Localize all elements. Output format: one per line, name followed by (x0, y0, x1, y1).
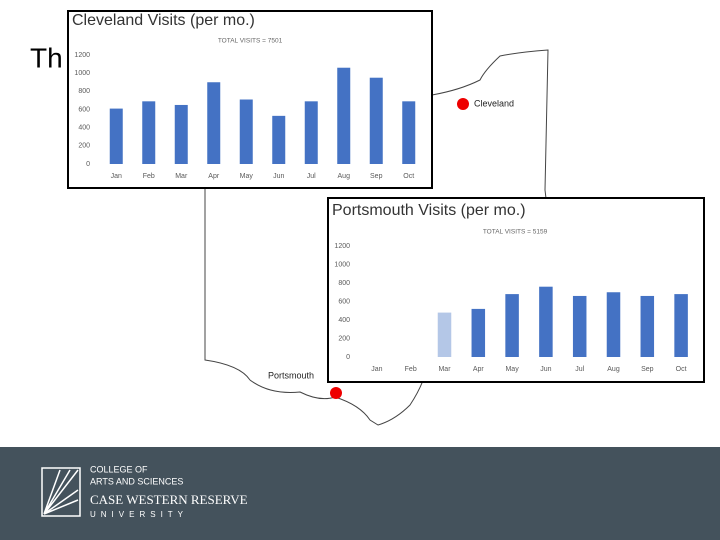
chart-subtitle: TOTAL VISITS = 7501 (218, 38, 283, 45)
y-tick-label: 1200 (74, 52, 90, 59)
x-tick-label: Apr (473, 366, 485, 373)
bar (471, 308, 486, 357)
footer-text: CASE WESTERN RESERVE (90, 492, 248, 507)
bar (539, 286, 553, 357)
logo-icon (41, 467, 81, 517)
x-tick-label: Jul (307, 173, 316, 180)
bar (109, 108, 123, 164)
city-dot (457, 98, 469, 110)
bar (437, 312, 452, 357)
x-tick-label: Feb (405, 366, 417, 373)
x-tick-label: Jun (273, 173, 284, 180)
slide-title: Th (30, 42, 63, 73)
bar (505, 294, 519, 357)
chart-title: Cleveland Visits (per mo.) (72, 12, 255, 29)
bar (674, 294, 688, 357)
y-tick-label: 0 (346, 354, 350, 361)
x-tick-label: Sep (641, 366, 654, 373)
bar (337, 67, 351, 164)
y-tick-label: 1000 (334, 261, 350, 268)
y-tick-label: 600 (338, 298, 350, 305)
x-tick-label: Oct (403, 173, 414, 180)
x-tick-label: Oct (676, 366, 687, 373)
bar (174, 104, 188, 164)
x-tick-label: Jun (540, 366, 551, 373)
y-tick-label: 600 (78, 106, 90, 113)
x-tick-label: Jan (371, 366, 382, 373)
bar (572, 295, 587, 357)
y-tick-label: 400 (78, 125, 90, 132)
city-label: Portsmouth (268, 370, 314, 380)
bar (640, 295, 655, 357)
x-tick-label: Aug (607, 366, 620, 373)
x-tick-label: Aug (338, 173, 351, 180)
chart-subtitle: TOTAL VISITS = 5159 (483, 229, 548, 236)
footer-text: ARTS AND SCIENCES (90, 476, 183, 486)
x-tick-label: Mar (438, 366, 451, 373)
y-tick-label: 200 (338, 335, 350, 342)
x-tick-label: Jan (111, 173, 122, 180)
x-tick-label: Apr (208, 173, 220, 180)
x-tick-label: May (240, 173, 254, 180)
y-tick-label: 800 (338, 280, 350, 287)
x-tick-label: Sep (370, 173, 383, 180)
y-tick-label: 1000 (74, 70, 90, 77)
bar (369, 77, 383, 164)
y-tick-label: 0 (86, 161, 90, 168)
x-tick-label: May (505, 366, 519, 373)
bar (272, 115, 286, 164)
bar (239, 99, 253, 164)
x-tick-label: Jul (575, 366, 584, 373)
y-tick-label: 200 (78, 143, 90, 150)
footer-text: UNIVERSITY (90, 510, 188, 519)
chart-title: Portsmouth Visits (per mo.) (332, 202, 526, 219)
x-tick-label: Mar (175, 173, 188, 180)
y-tick-label: 400 (338, 317, 350, 324)
y-tick-label: 1200 (334, 243, 350, 250)
bar (606, 292, 621, 357)
x-tick-label: Feb (143, 173, 155, 180)
bar (207, 82, 221, 164)
y-tick-label: 800 (78, 88, 90, 95)
footer-text: COLLEGE OF (90, 464, 148, 474)
bar (142, 101, 156, 164)
bar (402, 101, 416, 164)
bar (304, 101, 318, 164)
city-dot (330, 387, 342, 399)
city-label: Cleveland (474, 98, 514, 108)
footer-bar (0, 447, 720, 540)
